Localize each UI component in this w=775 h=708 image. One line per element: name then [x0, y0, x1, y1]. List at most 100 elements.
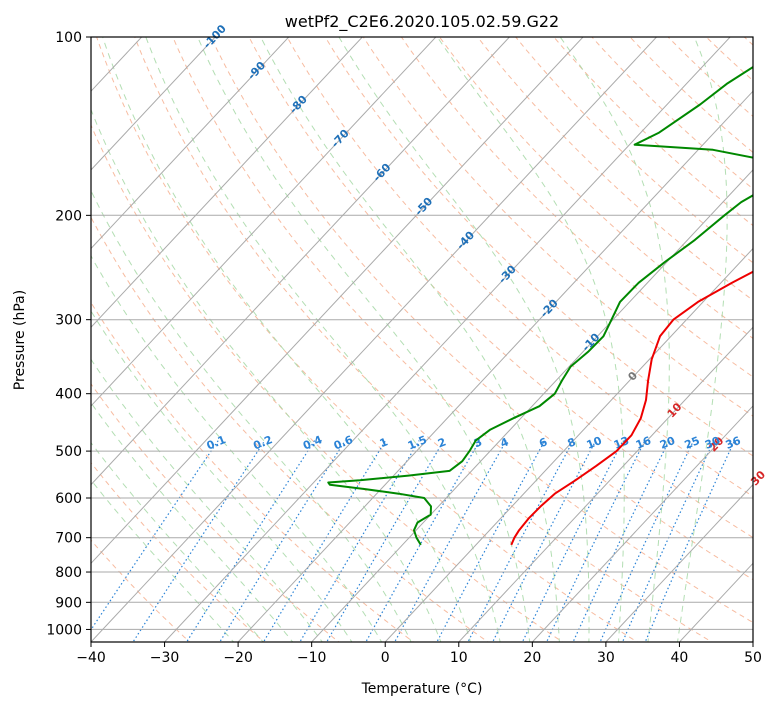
- mixing-ratio-label: 1: [378, 435, 390, 450]
- mixing-ratio-label: 3: [472, 435, 484, 450]
- dry-adiabat: [91, 123, 564, 642]
- x-tick-label: 0: [381, 650, 390, 666]
- x-tick-label: 10: [450, 650, 468, 666]
- mixing-ratio-line: [299, 440, 420, 642]
- mixing-ratio-line: [572, 440, 670, 642]
- dewpoint-line: [327, 65, 753, 546]
- mixing-ratio-line: [621, 440, 715, 642]
- mixing-ratio-line: [492, 440, 597, 642]
- moist-adiabat: [91, 479, 235, 642]
- dry-adiabat: [553, 37, 753, 227]
- mixing-ratio-line: [436, 440, 546, 642]
- mixing-ratio-line: [326, 440, 445, 642]
- moist-adiabat: [338, 37, 590, 642]
- y-tick-label: 600: [55, 491, 82, 507]
- mixing-ratio-label: 1.5: [406, 433, 429, 452]
- background-lines: [91, 24, 775, 645]
- dry-adiabat: [705, 37, 753, 82]
- moist-adiabat: [91, 310, 353, 642]
- mixing-ratio-label: 0.1: [205, 433, 228, 452]
- dry-adiabat: [438, 37, 753, 339]
- y-tick-label: 800: [55, 565, 82, 581]
- moist-adiabat: [676, 37, 728, 642]
- mixing-ratio-line: [219, 440, 346, 642]
- moist-adiabat: [436, 37, 625, 642]
- series-lines: [327, 65, 753, 546]
- mixing-ratio-line: [521, 440, 624, 642]
- mixing-ratio-label: 0.6: [332, 433, 355, 452]
- moist-adiabat: [260, 37, 560, 642]
- moist-adiabat: [145, 37, 501, 642]
- isotherm-line: [605, 483, 753, 642]
- mixing-ratio-label: 8: [566, 435, 578, 450]
- dry-adiabat: [629, 37, 753, 154]
- temperature-line: [510, 270, 753, 546]
- dry-adiabat: [768, 24, 775, 645]
- mixing-ratio-label: 30: [703, 434, 722, 452]
- x-tick-label: −40: [76, 650, 106, 666]
- x-tick-label: 20: [523, 650, 541, 666]
- y-tick-label: 500: [55, 444, 82, 460]
- x-tick-label: 40: [671, 650, 689, 666]
- x-tick-label: −20: [223, 650, 253, 666]
- mixing-ratio-line: [365, 440, 481, 642]
- x-axis-label: Temperature (°C): [361, 681, 483, 697]
- mixing-ratio-label: 36: [724, 434, 743, 452]
- isotherm-line: [384, 247, 753, 642]
- mixing-ratio-label: 10: [585, 434, 604, 452]
- mixing-ratio-label: 4: [499, 435, 511, 450]
- moist-adiabat: [91, 358, 323, 642]
- isotherm-line: [91, 37, 364, 328]
- line-labels: -100-90-80-70-60-50-40-30-20-10010203040…: [201, 22, 769, 488]
- isotherm-line: [91, 37, 658, 642]
- y-tick-label: 400: [55, 387, 82, 403]
- dry-adiabat: [286, 37, 753, 498]
- x-tick-label: −10: [297, 650, 327, 666]
- x-tick-label: 50: [744, 650, 762, 666]
- mixing-ratio-line: [545, 440, 646, 642]
- axis-ticks: −40 −30 −20 −10 0 10 20 30 40 50 100 200 300 400 500 60…: [46, 30, 762, 666]
- moist-adiabat: [91, 402, 294, 642]
- dry-adiabat: [210, 37, 753, 581]
- isotherm-line: [310, 169, 753, 642]
- isotherm-line: [0, 24, 7, 645]
- dry-adiabat: [362, 37, 753, 417]
- isotherm-line: [91, 37, 290, 250]
- y-tick-label: 300: [55, 313, 82, 329]
- mixing-ratio-label: 13: [612, 434, 631, 452]
- chart-title: wetPf2_C2E6.2020.105.02.59.G22: [285, 12, 559, 32]
- mixing-ratio-line: [262, 440, 387, 642]
- dry-adiabat: [91, 216, 489, 642]
- dry-adiabat: [248, 37, 753, 539]
- mixing-ratio-line: [132, 440, 266, 642]
- isotherm-line: [752, 641, 753, 642]
- grid-lines: [0, 24, 753, 645]
- mixing-ratio-line: [91, 440, 219, 631]
- y-axis-label: Pressure (hPa): [12, 290, 28, 390]
- mixing-ratio-label: 20: [658, 434, 677, 452]
- isotherm-line: [91, 37, 584, 565]
- moist-adiabat: [91, 254, 383, 642]
- mixing-ratio-line: [644, 440, 736, 642]
- isotherm-line: [91, 37, 511, 486]
- mixing-ratio-label: 25: [683, 434, 702, 452]
- plot-frame: [90, 36, 754, 643]
- isotherm-line: [163, 37, 731, 642]
- dry-adiabat: [324, 37, 753, 457]
- isotherm-line: [531, 405, 753, 642]
- mixing-ratio-line: [467, 440, 574, 642]
- mixing-ratio-label: 2: [436, 435, 448, 450]
- dry-adiabat: [400, 37, 753, 378]
- moist-adiabat: [559, 37, 670, 642]
- dry-adiabat: [96, 37, 639, 642]
- dry-adiabat: [91, 539, 191, 642]
- y-tick-label: 100: [55, 30, 82, 46]
- mixing-ratio-line: [599, 440, 695, 642]
- x-tick-label: 30: [597, 650, 615, 666]
- isotherm-line: [237, 90, 753, 642]
- isotherm-line: [91, 37, 437, 407]
- y-tick-label: 200: [55, 208, 82, 224]
- mixing-ratio-label: 0.4: [301, 433, 324, 452]
- y-tick-label: 1000: [46, 622, 82, 638]
